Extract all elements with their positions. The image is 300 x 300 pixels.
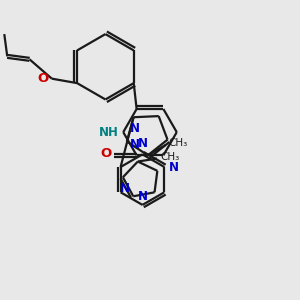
Text: CH₃: CH₃ [169, 138, 188, 148]
Text: N: N [137, 137, 148, 150]
Text: N: N [169, 160, 179, 173]
Text: N: N [138, 190, 148, 203]
Text: N: N [119, 182, 129, 195]
Text: CH₃: CH₃ [160, 152, 179, 162]
Text: N: N [130, 122, 140, 135]
Text: N: N [130, 138, 140, 151]
Text: O: O [100, 147, 111, 160]
Text: O: O [37, 72, 48, 85]
Text: NH: NH [99, 126, 119, 139]
